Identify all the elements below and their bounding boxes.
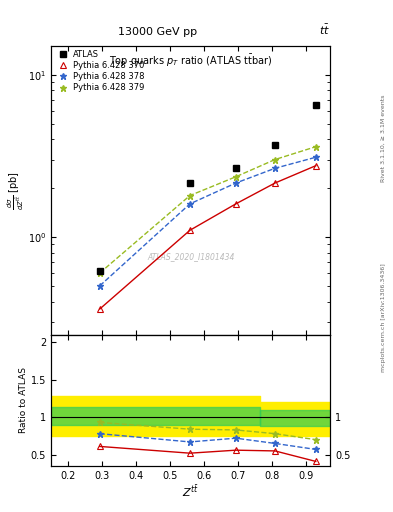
Pythia 6.428 379 bbox=[97, 270, 102, 276]
Pythia 6.428 370 bbox=[187, 227, 192, 233]
Pythia 6.428 370 bbox=[273, 180, 277, 186]
Pythia 6.428 379 bbox=[314, 143, 318, 150]
Legend: ATLAS, Pythia 6.428 370, Pythia 6.428 378, Pythia 6.428 379: ATLAS, Pythia 6.428 370, Pythia 6.428 37… bbox=[53, 49, 146, 94]
Pythia 6.428 370 bbox=[97, 306, 102, 312]
Text: ATLAS_2020_I1801434: ATLAS_2020_I1801434 bbox=[147, 252, 234, 261]
Line: Pythia 6.428 370: Pythia 6.428 370 bbox=[97, 163, 319, 312]
Pythia 6.428 379 bbox=[233, 174, 238, 180]
ATLAS bbox=[187, 180, 192, 186]
ATLAS bbox=[314, 102, 318, 108]
Text: Top quarks $p_T$ ratio (ATLAS t$\bar{\rm t}$bar): Top quarks $p_T$ ratio (ATLAS t$\bar{\rm… bbox=[109, 53, 272, 69]
Pythia 6.428 378 bbox=[233, 180, 238, 186]
Text: $t\bar{t}$: $t\bar{t}$ bbox=[319, 23, 330, 37]
Text: Rivet 3.1.10, ≥ 3.1M events: Rivet 3.1.10, ≥ 3.1M events bbox=[381, 95, 386, 182]
Y-axis label: Ratio to ATLAS: Ratio to ATLAS bbox=[19, 367, 28, 433]
ATLAS bbox=[233, 165, 238, 172]
Pythia 6.428 378 bbox=[97, 283, 102, 289]
Pythia 6.428 378 bbox=[187, 201, 192, 207]
ATLAS bbox=[273, 142, 277, 148]
Pythia 6.428 379 bbox=[273, 157, 277, 163]
Text: 13000 GeV pp: 13000 GeV pp bbox=[118, 28, 196, 37]
Line: ATLAS: ATLAS bbox=[97, 102, 319, 274]
Line: Pythia 6.428 379: Pythia 6.428 379 bbox=[96, 143, 319, 276]
Pythia 6.428 370 bbox=[314, 163, 318, 169]
Pythia 6.428 378 bbox=[273, 165, 277, 172]
Pythia 6.428 379 bbox=[187, 193, 192, 199]
ATLAS bbox=[97, 268, 102, 274]
Y-axis label: $\frac{d\sigma}{dZ^{t\bar{t}}}$ [pb]: $\frac{d\sigma}{dZ^{t\bar{t}}}$ [pb] bbox=[6, 171, 26, 210]
Pythia 6.428 370 bbox=[233, 201, 238, 207]
Line: Pythia 6.428 378: Pythia 6.428 378 bbox=[96, 154, 319, 289]
Pythia 6.428 378 bbox=[314, 154, 318, 160]
X-axis label: $Z^{t\bar{t}}$: $Z^{t\bar{t}}$ bbox=[182, 483, 199, 499]
Text: mcplots.cern.ch [arXiv:1306.3436]: mcplots.cern.ch [arXiv:1306.3436] bbox=[381, 263, 386, 372]
